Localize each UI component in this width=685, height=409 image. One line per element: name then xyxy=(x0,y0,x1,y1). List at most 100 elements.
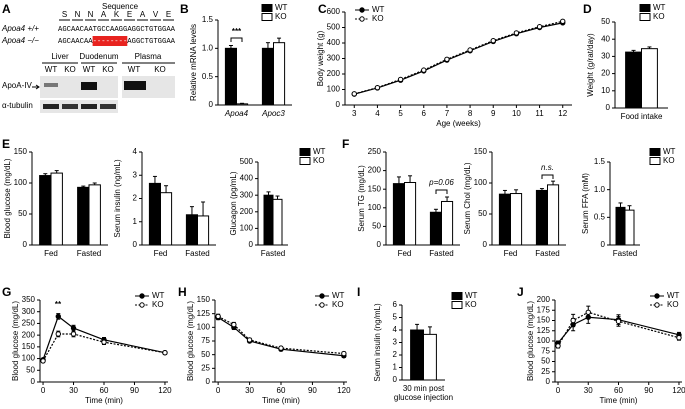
blot xyxy=(40,76,118,98)
bar xyxy=(625,51,642,109)
point xyxy=(351,91,357,97)
bar xyxy=(236,103,249,106)
x-tick-label: 60 xyxy=(100,386,109,395)
y-tick-label: 100 xyxy=(474,178,488,187)
bar xyxy=(160,192,173,246)
x-tick-label: 120 xyxy=(337,386,351,395)
x-tick-label: 3 xyxy=(352,109,357,118)
y-tick-label: 300 xyxy=(22,307,36,316)
y-tick-label: 200 xyxy=(240,207,254,216)
significance-bracket xyxy=(230,37,243,42)
x-tick-label: 10 xyxy=(512,109,521,118)
y-axis-label: Serum TG (mg/dL) xyxy=(357,165,366,232)
legend-label: WT xyxy=(332,291,345,300)
legend-label: WT xyxy=(372,5,385,14)
y-tick-label: 150 xyxy=(474,147,488,156)
y-tick-label: 3 xyxy=(393,338,398,347)
x-axis-label: Time (min) xyxy=(85,396,123,405)
x-axis-label: Time (min) xyxy=(262,396,300,405)
point xyxy=(536,24,543,30)
point xyxy=(215,313,221,320)
legend-label: WT xyxy=(313,147,326,156)
amino-acid: K xyxy=(114,10,120,19)
legend-swatch xyxy=(261,4,273,12)
x-tick-label: 6 xyxy=(422,109,427,118)
y-axis-label: Blood glucose (mg/dL) xyxy=(526,301,535,381)
y-tick-label: 0 xyxy=(336,100,341,109)
lane: WT xyxy=(45,65,58,74)
bar xyxy=(88,184,101,246)
x-tick-label: 30 xyxy=(245,386,254,395)
band xyxy=(81,104,97,109)
x-tick-label: 8 xyxy=(468,109,473,118)
panel-label: B xyxy=(180,2,189,16)
point xyxy=(101,339,107,345)
x-tick-label: Fed xyxy=(154,249,168,258)
x-tick-label: 4 xyxy=(375,109,380,118)
x-tick-label: 30 xyxy=(584,386,593,395)
y-tick-label: 350 xyxy=(22,295,36,304)
y-tick-label: 20 xyxy=(601,69,610,78)
legend-swatch xyxy=(649,148,661,156)
panel-label: H xyxy=(178,285,187,299)
y-tick-label: 2 xyxy=(393,350,398,359)
x-tick-label: 30 xyxy=(69,386,78,395)
point xyxy=(615,318,622,325)
panel-label: F xyxy=(342,137,349,151)
panel-label: D xyxy=(583,2,592,16)
y-tick-label: 500 xyxy=(240,157,254,166)
protein: α-tubulin xyxy=(2,101,33,110)
legend-label: KO xyxy=(152,300,164,309)
legend-swatch xyxy=(639,4,651,12)
significance-bracket xyxy=(541,174,554,179)
y-tick-label: 0 xyxy=(606,103,611,112)
genotype: Apoa4 −/− xyxy=(1,36,39,45)
y-tick-label: 500 xyxy=(327,23,341,32)
band xyxy=(100,104,116,109)
legend-label: WT xyxy=(465,291,478,300)
legend-marker xyxy=(319,302,325,308)
y-tick-label: 100 xyxy=(537,336,551,345)
bar xyxy=(510,193,523,246)
bar xyxy=(423,333,437,381)
x-tick-label: 0 xyxy=(216,386,221,395)
x-tick-label: 60 xyxy=(614,386,623,395)
series-line xyxy=(354,20,563,95)
x-tick-label: 0 xyxy=(41,386,46,395)
point xyxy=(585,309,591,315)
legend-label: KO xyxy=(372,14,384,23)
y-tick-label: 100 xyxy=(240,224,254,233)
y-tick-label: 150 xyxy=(537,316,551,325)
bar xyxy=(641,48,658,109)
x-tick-label: Fasted xyxy=(261,249,285,258)
x-tick-label: glucose injection xyxy=(394,393,453,402)
band xyxy=(62,104,78,109)
bar xyxy=(77,186,90,246)
point xyxy=(162,350,168,356)
x-tick-label: 120 xyxy=(672,386,685,395)
x-tick-label: Fasted xyxy=(535,249,559,258)
x-tick-label: Fasted xyxy=(185,249,209,258)
point xyxy=(490,37,496,44)
x-tick-label: 5 xyxy=(398,109,403,118)
y-tick-label: 1.5 xyxy=(202,15,214,24)
x-tick-label: Apoa4 xyxy=(224,109,249,118)
y-tick-label: 100 xyxy=(327,85,341,94)
y-tick-label: 1 xyxy=(133,217,138,226)
bar xyxy=(197,215,210,246)
legend-marker xyxy=(654,293,660,299)
x-tick-label: Fasted xyxy=(429,249,453,258)
y-axis-label: Blood glucose (mg/dL) xyxy=(186,301,195,381)
y-tick-label: 200 xyxy=(22,330,36,339)
blot xyxy=(40,100,118,113)
deletion-box xyxy=(92,36,128,46)
y-tick-label: 0 xyxy=(377,240,382,249)
legend-label: WT xyxy=(667,291,680,300)
point xyxy=(341,350,347,357)
amino-acid: A xyxy=(101,10,107,19)
y-tick-label: 0 xyxy=(393,375,398,384)
y-tick-label: 0 xyxy=(133,240,138,249)
point xyxy=(676,335,682,341)
band xyxy=(124,81,146,90)
bar xyxy=(547,184,560,246)
